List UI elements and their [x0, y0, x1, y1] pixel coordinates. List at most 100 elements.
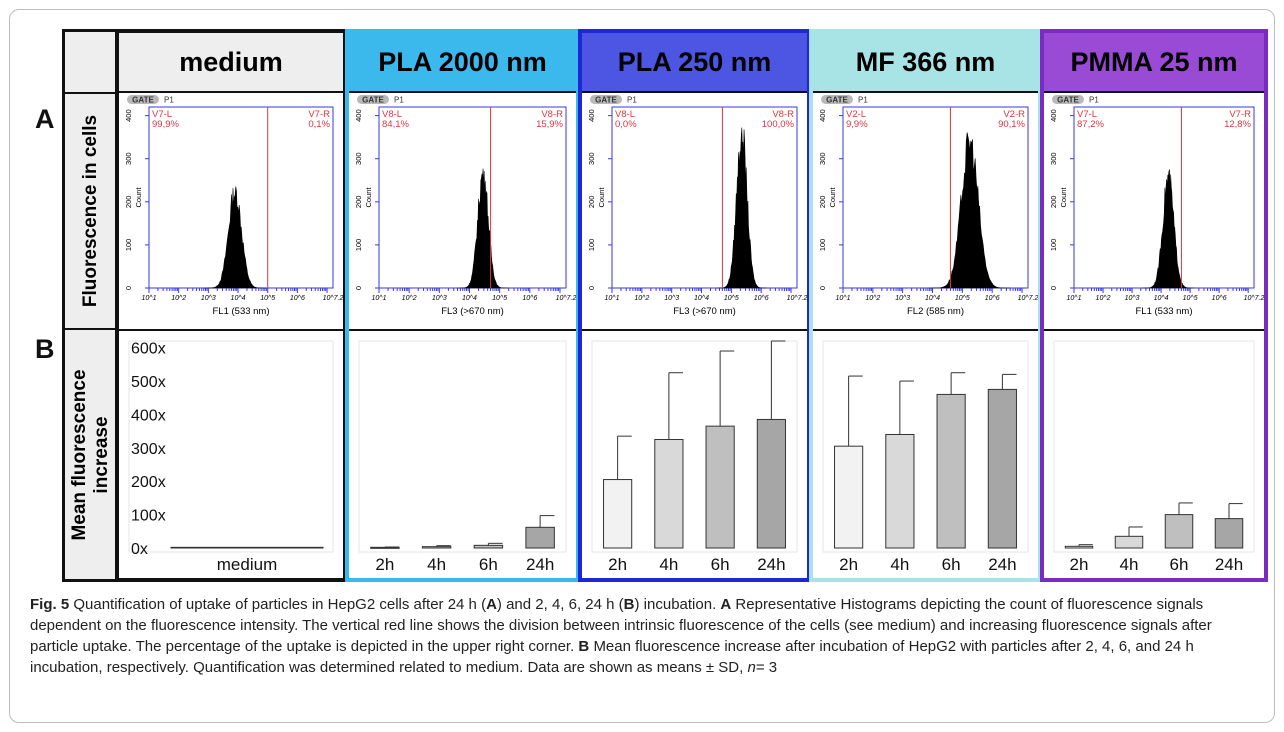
bar [421, 546, 452, 549]
y-tick-label: 400 [818, 109, 827, 122]
right-region-label: V2-R [1003, 109, 1025, 120]
x-tick-label: 6h [711, 555, 730, 574]
x-tick-label: 10^4 [1154, 295, 1169, 302]
gate-value: P1 [164, 96, 174, 105]
gate-badge [821, 95, 853, 104]
y-tick-label: 200 [354, 196, 363, 209]
column-header: PLA 250 nm [582, 33, 807, 93]
figure-caption: Fig. 5 Quantification of uptake of parti… [30, 594, 1260, 678]
gate-label: GATE [826, 96, 848, 105]
right-region-label: V8-R [772, 109, 794, 120]
x-tick-label: 10^3 [1125, 295, 1140, 302]
right-region-percent: 100,0% [762, 119, 795, 130]
right-region-label: V8-R [541, 109, 563, 120]
x-tick-label: 6h [1170, 555, 1189, 574]
bar-chart-svg: 2h 4h 6h 24h [358, 340, 567, 574]
row-label-mean-line2: increase [91, 415, 112, 494]
x-tick-label: 10^6 [1212, 295, 1227, 302]
bar-chart-panel: 2h 4h 6h 24h [813, 331, 1038, 578]
y-tick-label: 300x [131, 441, 166, 458]
plot-background [358, 340, 567, 553]
gate-badge [590, 95, 622, 104]
y-tick-label: 0x [131, 541, 148, 558]
y-axis-label: Count [134, 187, 143, 208]
right-region-label: V7-R [1229, 109, 1251, 120]
column-mf366: MF 366 nm GATE P1 0 100 200 300 400 Count 10^1 10… [809, 29, 1042, 582]
x-tick-label: 4h [659, 555, 678, 574]
x-tick-label: 10^1 [836, 295, 851, 302]
x-tick-label: 10^3 [201, 295, 216, 302]
y-tick-label: 200x [131, 474, 166, 491]
y-tick-label: 100 [818, 239, 827, 252]
y-tick-label: 400x [131, 407, 166, 424]
column-title: PLA 2000 nm [378, 46, 547, 77]
row-label-corner [65, 32, 117, 94]
y-tick-label: 300 [124, 152, 133, 165]
bar-chart-svg: 0x 100x 200x 300x 400x 500x 600x medium [128, 340, 334, 574]
right-region-percent: 0,1% [308, 119, 330, 130]
y-tick-label: 200 [587, 196, 596, 209]
x-tick-label: 10^5 [492, 295, 507, 302]
bar [705, 425, 735, 549]
left-region-label: V8-L [382, 109, 402, 120]
y-tick-label: 0 [1049, 286, 1058, 290]
histogram-panel: GATE P1 0 100 200 300 400 Count 10^1 10^2 10^3 10^4… [582, 93, 807, 331]
gate-value: P1 [627, 96, 637, 105]
bar [473, 544, 504, 549]
y-tick-label: 300 [587, 152, 596, 165]
x-axis-label: FL1 (533 nm) [1135, 306, 1192, 317]
column-pmma25: PMMA 25 nm GATE P1 0 100 200 300 400 Count 10^1 1… [1040, 29, 1268, 582]
x-tick-label: 24h [526, 555, 554, 574]
bar [987, 388, 1017, 549]
plot-background [1053, 340, 1255, 553]
y-tick-label: 0 [354, 286, 363, 290]
gate-label: GATE [132, 96, 154, 105]
y-tick-label: 200 [124, 196, 133, 209]
bar-chart-svg: 2h 4h 6h 24h [591, 340, 798, 574]
gate-badge [357, 95, 389, 104]
column-header: MF 366 nm [813, 33, 1038, 93]
x-tick-label: 10^1 [142, 295, 157, 302]
caption-n: n [747, 659, 756, 676]
y-axis-label: Count [1059, 187, 1068, 208]
histogram-svg: GATE P1 0 100 200 300 400 Count 10^1 10^2 10^3 10^4… [1049, 95, 1264, 317]
x-tick-label: 6h [479, 555, 498, 574]
y-tick-label: 100 [587, 239, 596, 252]
y-tick-label: 500x [131, 374, 166, 391]
bar-chart-panel: 2h 4h 6h 24h [1044, 331, 1264, 578]
histogram-distribution [203, 186, 267, 289]
x-tick-label: medium [217, 555, 277, 574]
right-region-label: V7-R [308, 109, 330, 120]
x-tick-label: 10^7.2 [556, 295, 576, 302]
bar [170, 546, 324, 549]
y-tick-label: 600x [131, 341, 166, 358]
y-tick-label: 0 [587, 286, 596, 290]
right-region-percent: 12,8% [1224, 119, 1251, 130]
x-tick-label: 10^2 [865, 295, 880, 302]
y-axis-label: Count [364, 187, 373, 208]
bar [885, 433, 915, 549]
x-axis-label: FL3 (>670 nm) [441, 306, 504, 317]
left-region-percent: 99,9% [152, 119, 179, 130]
right-region-percent: 90,1% [998, 119, 1025, 130]
x-tick-label: 10^1 [1067, 295, 1082, 302]
gate-value: P1 [858, 96, 868, 105]
bar-chart-panel: 2h 4h 6h 24h [582, 331, 807, 578]
bar [756, 418, 786, 549]
x-axis-label: FL3 (>670 nm) [673, 306, 736, 317]
caption-ref-b: B [623, 596, 635, 613]
x-tick-label: 10^3 [664, 295, 679, 302]
caption-text-2: ) and 2, 4, 6, 24 h ( [496, 596, 624, 613]
x-tick-label: 10^6 [985, 295, 1000, 302]
panel-label-a: A [35, 104, 55, 134]
figure-frame [9, 9, 1275, 723]
y-tick-label: 300 [1049, 152, 1058, 165]
x-tick-label: 4h [427, 555, 446, 574]
histogram-svg: GATE P1 0 100 200 300 400 Count 10^1 10^2 10^3 10^4… [587, 95, 807, 317]
x-tick-label: 10^6 [290, 295, 305, 302]
histogram-frame [378, 106, 567, 289]
x-tick-label: 4h [890, 555, 909, 574]
left-region-percent: 0,0% [615, 119, 637, 130]
x-axis-label: FL1 (533 nm) [212, 306, 269, 317]
left-region-label: V2-L [846, 109, 866, 120]
